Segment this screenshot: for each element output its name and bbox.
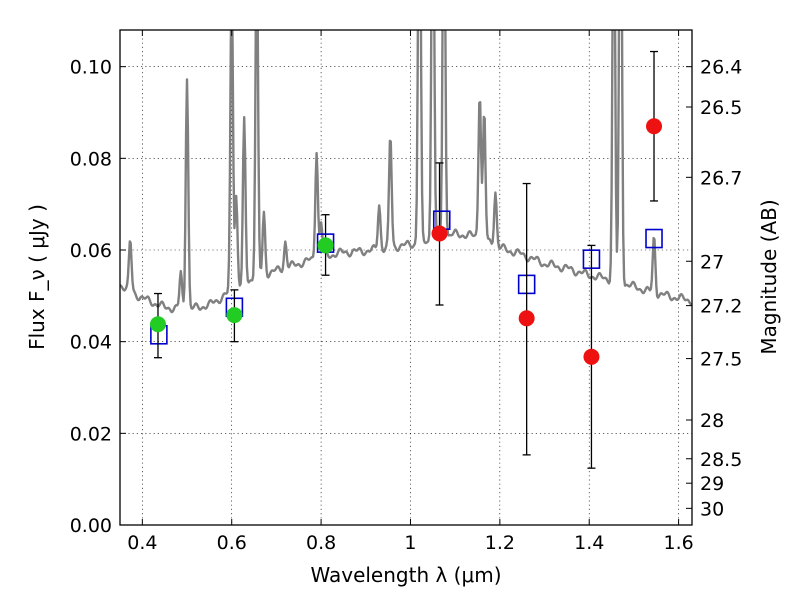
x-tick-label: 0.4 — [127, 532, 157, 554]
x-tick-label: 1.6 — [663, 532, 693, 554]
y2-tick-label: 30 — [700, 498, 724, 520]
y-tick-label: 0.08 — [70, 148, 112, 170]
y2-tick-label: 28.5 — [700, 449, 742, 471]
observed-point — [317, 237, 334, 254]
x-tick-label: 1.4 — [574, 532, 604, 554]
y-tick-label: 0.00 — [70, 515, 112, 537]
y-tick-label: 0.10 — [70, 57, 112, 79]
y-tick-label: 0.06 — [70, 240, 112, 262]
x-tick-label: 1 — [404, 532, 416, 554]
observed-point — [518, 310, 535, 327]
y-axis-label: Flux F_ν ( μJy ) — [25, 204, 49, 350]
spectrum-line — [120, 30, 692, 314]
observed-point — [226, 307, 243, 324]
y-tick-label: 0.02 — [70, 423, 112, 445]
y2-tick-label: 29 — [700, 473, 724, 495]
x-tick-label: 1.2 — [485, 532, 515, 554]
x-axis-label: Wavelength λ (μm) — [310, 563, 501, 587]
observed-point — [646, 118, 663, 135]
y2-tick-label: 26.4 — [700, 57, 742, 79]
y-tick-label: 0.04 — [70, 332, 112, 354]
y2-tick-label: 27 — [700, 251, 724, 273]
x-tick-label: 0.6 — [217, 532, 247, 554]
plot-frame — [119, 29, 693, 526]
spectrum — [120, 30, 692, 314]
y2-tick-label: 28 — [700, 410, 724, 432]
observed-point — [431, 225, 448, 242]
x-tick-label: 0.8 — [306, 532, 336, 554]
observed-point — [149, 316, 166, 333]
y2-tick-label: 26.7 — [700, 167, 742, 189]
observed-point — [583, 348, 600, 365]
y2-axis-label: Magnitude (AB) — [757, 199, 781, 354]
y2-tick-label: 26.5 — [700, 97, 742, 119]
grid — [120, 30, 692, 525]
model-square — [645, 228, 663, 249]
observed-points — [149, 50, 663, 469]
y2-tick-label: 27.5 — [700, 349, 742, 371]
y2-tick-label: 27.2 — [700, 296, 742, 318]
ticks: 0.4 0.6 0.8 1 1.2 1.4 1.6 0.00 0.02 0.04 0.06 0.08 0… — [70, 30, 742, 554]
